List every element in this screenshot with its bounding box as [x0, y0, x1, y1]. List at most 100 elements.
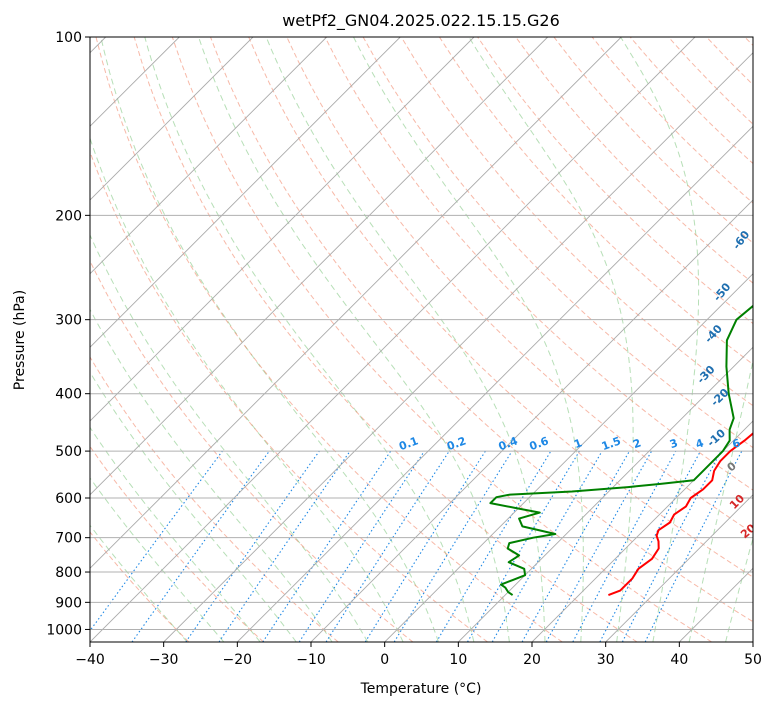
dry-adiabat-line	[515, 37, 753, 284]
isotherm-line	[90, 37, 622, 569]
y-axis-label: Pressure (hPa)	[12, 290, 28, 390]
mixing-ratio-line	[572, 450, 677, 642]
x-tick-label: −40	[75, 652, 105, 668]
moist-adiabat-line	[468, 37, 634, 642]
dry-adiabat-line	[591, 37, 753, 204]
mixing-ratio-label: 3	[668, 436, 680, 451]
mixing-ratio-line	[90, 450, 223, 632]
dry-adiabat-line	[90, 531, 190, 642]
mixing-ratio-line	[131, 450, 270, 642]
series-lines	[489, 304, 753, 597]
plot-area: -100-90-80-70-60-50-40-30-20-10010203040…	[90, 37, 775, 642]
moist-adiabat-line	[353, 37, 584, 642]
dry-adiabat-line	[324, 37, 753, 491]
moist-adiabat-line	[620, 37, 700, 642]
moist-adiabat-label: 20	[738, 521, 758, 541]
x-tick-label: 40	[670, 652, 688, 668]
isotherm-line	[90, 37, 401, 348]
plot-frame	[89, 36, 754, 643]
y-tick-label: 500	[55, 444, 82, 460]
dry-adiabat-line	[171, 37, 712, 642]
x-tick-label: 50	[744, 652, 762, 668]
mixing-ratio-line	[599, 450, 701, 642]
mixing-ratio-line	[545, 450, 653, 642]
x-tick-label: −20	[223, 652, 253, 668]
isotherm-line	[90, 37, 328, 275]
moist-adiabat-line	[90, 477, 225, 642]
moist-adiabat-line	[265, 37, 546, 642]
mixing-ratio-label: 0.4	[497, 434, 520, 453]
moist-adiabat-line	[100, 37, 439, 642]
dry-adiabats	[90, 37, 753, 642]
mixing-ratio-lines	[90, 450, 743, 642]
mixing-ratio-line	[435, 450, 552, 642]
pressure-gridlines	[90, 37, 753, 630]
dry-adiabat-line	[668, 37, 753, 125]
isotherm-line	[752, 641, 753, 642]
isotherm-line	[90, 37, 475, 422]
moist-adiabat-line	[90, 524, 188, 642]
y-tick-label: 900	[55, 595, 82, 611]
y-tick-label: 400	[55, 387, 82, 403]
dry-adiabat-label: -40	[702, 322, 725, 346]
temperature-line	[608, 432, 753, 597]
isotherm-line	[605, 494, 753, 642]
mixing-ratio-line	[298, 450, 425, 642]
mixing-ratio-line	[621, 450, 722, 642]
x-tick-label: −10	[296, 652, 326, 668]
isotherm-line	[531, 420, 753, 642]
y-tick-label: 300	[55, 313, 82, 329]
mixing-ratio-label: 8	[756, 436, 768, 451]
isotherm-line	[90, 37, 696, 642]
dry-adiabat-label: -80	[770, 129, 775, 153]
mixing-ratio-line	[185, 450, 320, 642]
x-tick-label: 30	[597, 652, 615, 668]
moist-adiabat-line	[90, 371, 297, 642]
x-tick-label: −30	[149, 652, 179, 668]
dry-adiabat-label: -50	[711, 280, 734, 304]
y-tick-label: 100	[55, 30, 82, 46]
dry-adiabat-line	[400, 37, 753, 407]
y-axis-ticks: 100 200 300 400 500 600 700 800 900 1000	[46, 30, 90, 638]
isotherm-line	[90, 37, 549, 496]
y-tick-label: 800	[55, 565, 82, 581]
dewpoint-line	[489, 304, 753, 596]
mixing-ratio-label: 1.5	[600, 434, 623, 453]
dry-adiabat-line	[90, 150, 488, 642]
mixing-ratio-line	[644, 450, 743, 642]
y-tick-label: 600	[55, 491, 82, 507]
isotherm-line	[457, 346, 753, 642]
moist-adiabat-line	[90, 136, 404, 642]
mixing-ratio-line	[393, 450, 513, 642]
dry-adiabat-line	[553, 37, 753, 244]
moist-adiabats	[90, 37, 775, 642]
isotherms	[90, 37, 753, 642]
mixing-ratio-label: 6	[731, 436, 743, 451]
mixing-ratio-line	[218, 450, 351, 642]
moist-adiabat-line	[90, 426, 261, 642]
moist-adiabat-line	[725, 536, 753, 642]
dry-adiabat-line	[210, 37, 753, 623]
dry-adiabat-line	[90, 445, 264, 642]
x-tick-label: 10	[449, 652, 467, 668]
x-tick-label: 20	[523, 652, 541, 668]
moist-adiabat-label: 40	[769, 579, 775, 599]
isotherm-line	[310, 199, 753, 642]
y-tick-label: 200	[55, 208, 82, 224]
mixing-ratio-line	[521, 450, 630, 642]
moist-adiabat-line	[762, 37, 775, 642]
line-labels: -100-90-80-70-60-50-40-30-20-10010203040…	[397, 129, 775, 599]
x-axis-ticks: −40 −30 −20 −10 0 10 20 30 40 50	[75, 642, 762, 668]
moist-adiabat-line	[90, 233, 369, 642]
dry-adiabat-line	[90, 356, 339, 642]
isotherm-line	[236, 125, 753, 642]
x-axis-label: Temperature (°C)	[360, 681, 482, 697]
mixing-ratio-label: 0.1	[397, 434, 420, 453]
mixing-ratio-label: 0.6	[528, 434, 551, 453]
chart-title: wetPf2_GN04.2025.022.15.15.G26	[282, 11, 560, 31]
dry-adiabat-line	[438, 37, 753, 366]
dry-adiabat-label: -10	[705, 426, 729, 449]
mixing-ratio-label: 0.2	[445, 434, 468, 453]
dry-adiabat-label: -70	[755, 177, 775, 201]
mixing-ratio-label: 4	[694, 436, 706, 451]
